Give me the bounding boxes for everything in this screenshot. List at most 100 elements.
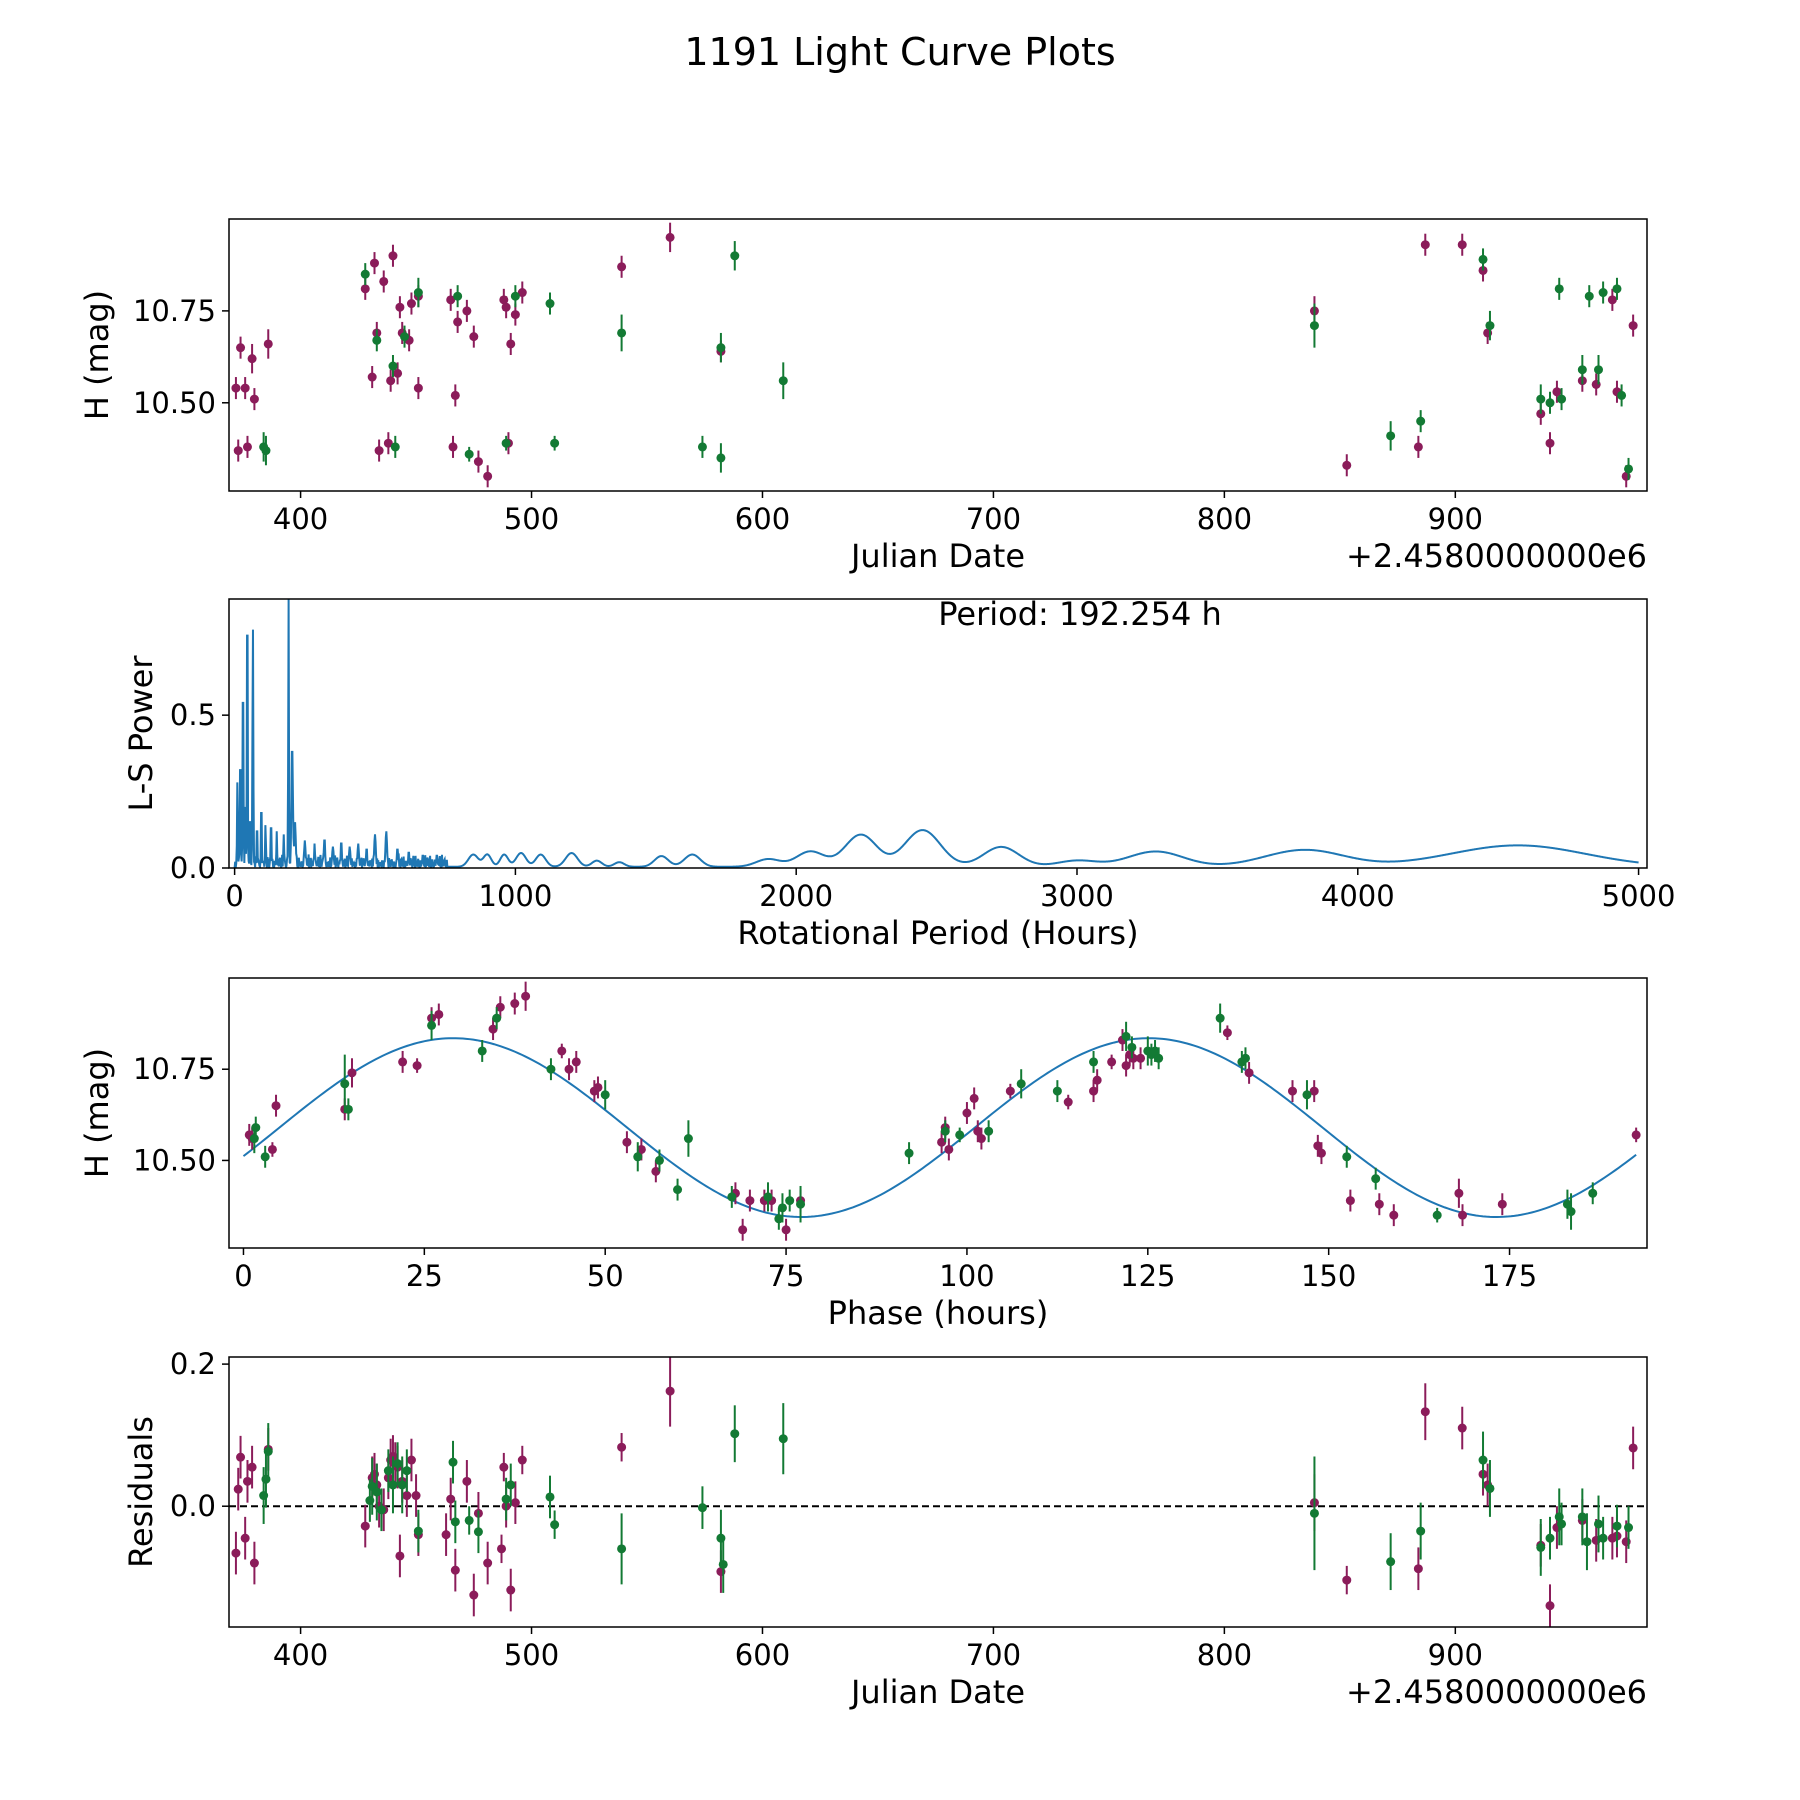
data-point [1624, 1523, 1634, 1533]
axes-frame [228, 1356, 1648, 1628]
data-point [796, 1199, 806, 1209]
x-axis-label: Phase (hours) [828, 1294, 1049, 1332]
plot-area [233, 599, 1639, 868]
data-point [406, 1455, 416, 1465]
data-point [448, 442, 458, 452]
data-point [231, 1548, 241, 1558]
data-point [473, 457, 483, 467]
data-point [1371, 1174, 1381, 1184]
data-point [1545, 398, 1555, 408]
data-point [259, 442, 269, 452]
data-point [251, 1123, 261, 1133]
x-tick-label: 500 [504, 502, 559, 536]
data-point [1545, 1533, 1555, 1543]
data-point [383, 1466, 393, 1476]
data-point [453, 317, 463, 327]
data-point [665, 1386, 675, 1396]
y-tick-label: 10.75 [133, 1052, 216, 1086]
plot-area [231, 222, 1638, 488]
data-point [1607, 295, 1617, 305]
data-point [593, 1082, 603, 1092]
data-point [1420, 240, 1430, 250]
series-green [259, 1403, 1634, 1593]
data-point [464, 1515, 474, 1525]
period-annotation: Period: 192.254 h [938, 595, 1222, 633]
data-point [233, 446, 243, 456]
data-point [469, 332, 479, 342]
data-point [763, 1192, 773, 1202]
data-point [973, 1126, 983, 1136]
data-point [1063, 1097, 1073, 1107]
x-tick-label: 1000 [479, 879, 553, 913]
series-red [231, 222, 1638, 488]
x-tick-label: 150 [1301, 1259, 1356, 1293]
data-point [1107, 1057, 1117, 1067]
data-point [236, 1452, 246, 1462]
data-point [347, 1068, 357, 1078]
data-point [360, 269, 370, 279]
y-tick-label: 0.5 [170, 698, 216, 732]
x-tick-label: 2000 [759, 879, 833, 913]
data-point [411, 1491, 421, 1501]
data-point [488, 1024, 498, 1034]
data-point [1566, 1207, 1576, 1217]
axes-frame [228, 977, 1648, 1249]
data-point [617, 328, 627, 338]
data-point [517, 1455, 527, 1465]
data-point [545, 299, 555, 309]
data-point [240, 383, 250, 393]
data-point [406, 299, 416, 309]
data-point [1309, 1086, 1319, 1096]
y-tick-label: 0.2 [170, 1347, 216, 1381]
data-point [1288, 1086, 1297, 1096]
data-point [697, 1503, 707, 1513]
data-point [1386, 431, 1396, 441]
data-point [1457, 1423, 1467, 1433]
data-point [1215, 1013, 1225, 1023]
data-point [1052, 1086, 1062, 1096]
data-point [546, 1064, 556, 1074]
model-curve [242, 1037, 1637, 1218]
x-tick-label: 100 [939, 1259, 994, 1293]
data-point [271, 1101, 281, 1111]
y-axis-label: L-S Power [122, 655, 160, 812]
data-point [1594, 1519, 1604, 1529]
data-point [550, 1520, 560, 1530]
data-point [340, 1079, 350, 1089]
data-point [940, 1126, 950, 1136]
data-point [1557, 394, 1567, 404]
data-point [1316, 1148, 1326, 1158]
data-point [249, 1558, 259, 1568]
x-tick-label: 125 [1120, 1259, 1175, 1293]
data-point [398, 1057, 408, 1067]
data-point [402, 1491, 412, 1501]
data-point [545, 1492, 555, 1502]
data-point [969, 1093, 979, 1103]
data-point [781, 1225, 791, 1235]
data-point [517, 288, 527, 298]
data-point [376, 1505, 386, 1515]
data-point [483, 1558, 493, 1568]
data-point [651, 1166, 661, 1176]
data-point [564, 1064, 574, 1074]
data-point [683, 1134, 693, 1144]
data-point [1244, 1068, 1254, 1078]
periodogram-line [233, 599, 1639, 868]
data-point [1127, 1042, 1137, 1052]
data-point [697, 442, 707, 452]
x-tick-label: 700 [966, 502, 1021, 536]
y-tick-label: 10.50 [133, 1143, 216, 1177]
data-point [506, 339, 516, 349]
data-point [1121, 1031, 1131, 1041]
data-point [448, 1457, 458, 1467]
data-point [785, 1196, 795, 1206]
x-tick-label: 400 [273, 1638, 328, 1672]
data-point [233, 1484, 243, 1494]
data-point [506, 1585, 516, 1595]
y-axis-label: H (mag) [78, 1048, 116, 1178]
data-point [944, 1144, 954, 1154]
data-point [434, 1009, 444, 1019]
data-point [1454, 1188, 1464, 1198]
data-point [1416, 416, 1426, 426]
